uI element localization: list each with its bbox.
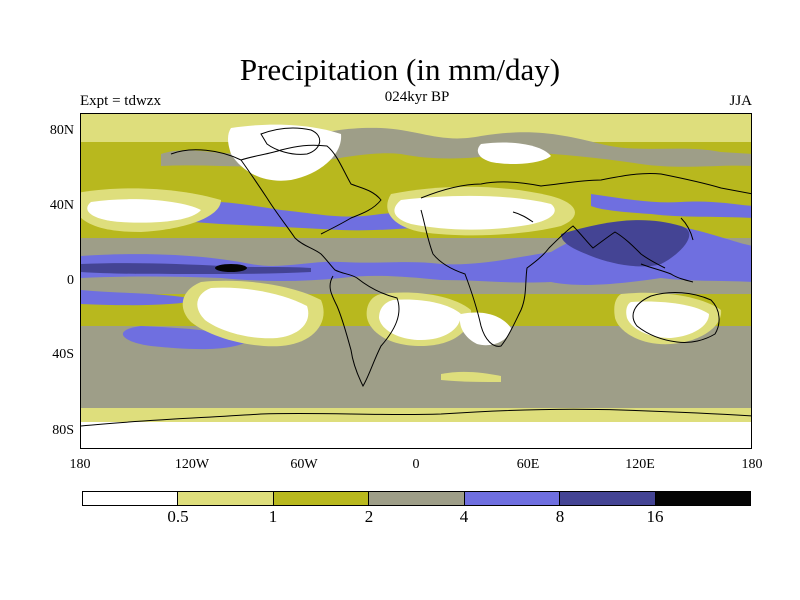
colorbar-bin-6 [560,492,656,505]
ne-pacific-dry [87,199,201,223]
colorbar-bin-3 [273,492,370,505]
americas-coast [170,149,400,388]
sw-pacific-blue [81,290,201,306]
colorbar-label-1: 1 [268,507,278,526]
lat-label-0: 0 [67,273,74,288]
lon-label-60w: 60W [290,457,318,472]
lat-label-80n: 80N [49,123,74,138]
coastlines [81,127,751,427]
experiment-label: Expt = tdwzx [80,93,161,109]
colorbar-label-8: 8 [555,507,565,526]
lon-label-60e: 60E [516,457,540,472]
south-atlantic-dry [379,299,461,340]
sahara-arabia-dry [394,195,555,230]
nw-pacific-track [591,194,751,218]
lon-label-180e: 180 [741,457,763,472]
colorbar-label-0.5: 0.5 [167,507,189,526]
lon-label-180w: 180 [69,457,91,472]
precipitation-map [80,113,752,449]
itcz-peak [215,264,247,272]
colorbar-label-16: 16 [646,507,664,526]
colorbar-bin-4 [369,492,465,505]
australia-dry [626,301,709,338]
period-label: 024kyr BP [384,89,450,105]
japan-coast [680,217,694,241]
africa-asia-coast [420,209,666,347]
south-africa-dry [459,312,511,346]
lat-label-40s: 40S [52,347,74,362]
colorbar-label-2: 2 [364,507,374,526]
colorbar-bin-7 [655,492,750,505]
lon-label-0: 0 [412,457,420,472]
antarctica-coast [81,408,751,427]
north-storm-track [161,201,461,231]
lon-label-120e: 120E [625,457,655,472]
maritime-continent-coast [640,263,694,283]
lat-label-40n: 40N [49,198,74,213]
south-pacific-blue [122,326,252,350]
antarctica [81,422,751,448]
colorbar-label-4: 4 [459,507,469,526]
season-label: JJA [729,93,752,109]
colorbar-bin-2 [178,492,274,505]
greenland-coast [260,127,321,155]
eurasia-north-coast [420,173,751,199]
page-title: Precipitation (in mm/day) [239,52,561,87]
australia-coast [632,292,720,343]
itcz-dark-east-pacific [81,263,311,274]
colorbar [82,491,751,506]
north-america-east-coast [240,144,382,235]
monsoon-dark [561,220,690,267]
south-atlantic-light [441,371,501,382]
colorbar-bin-1 [83,492,179,505]
red-sea-coast [512,211,534,223]
eurasia-dry-patch [477,142,551,164]
lat-label-80s: 80S [52,423,74,438]
se-pacific-dry [197,287,309,339]
lon-label-120w: 120W [174,457,210,472]
antarctic-edge [81,408,751,422]
colorbar-bin-5 [464,492,561,505]
